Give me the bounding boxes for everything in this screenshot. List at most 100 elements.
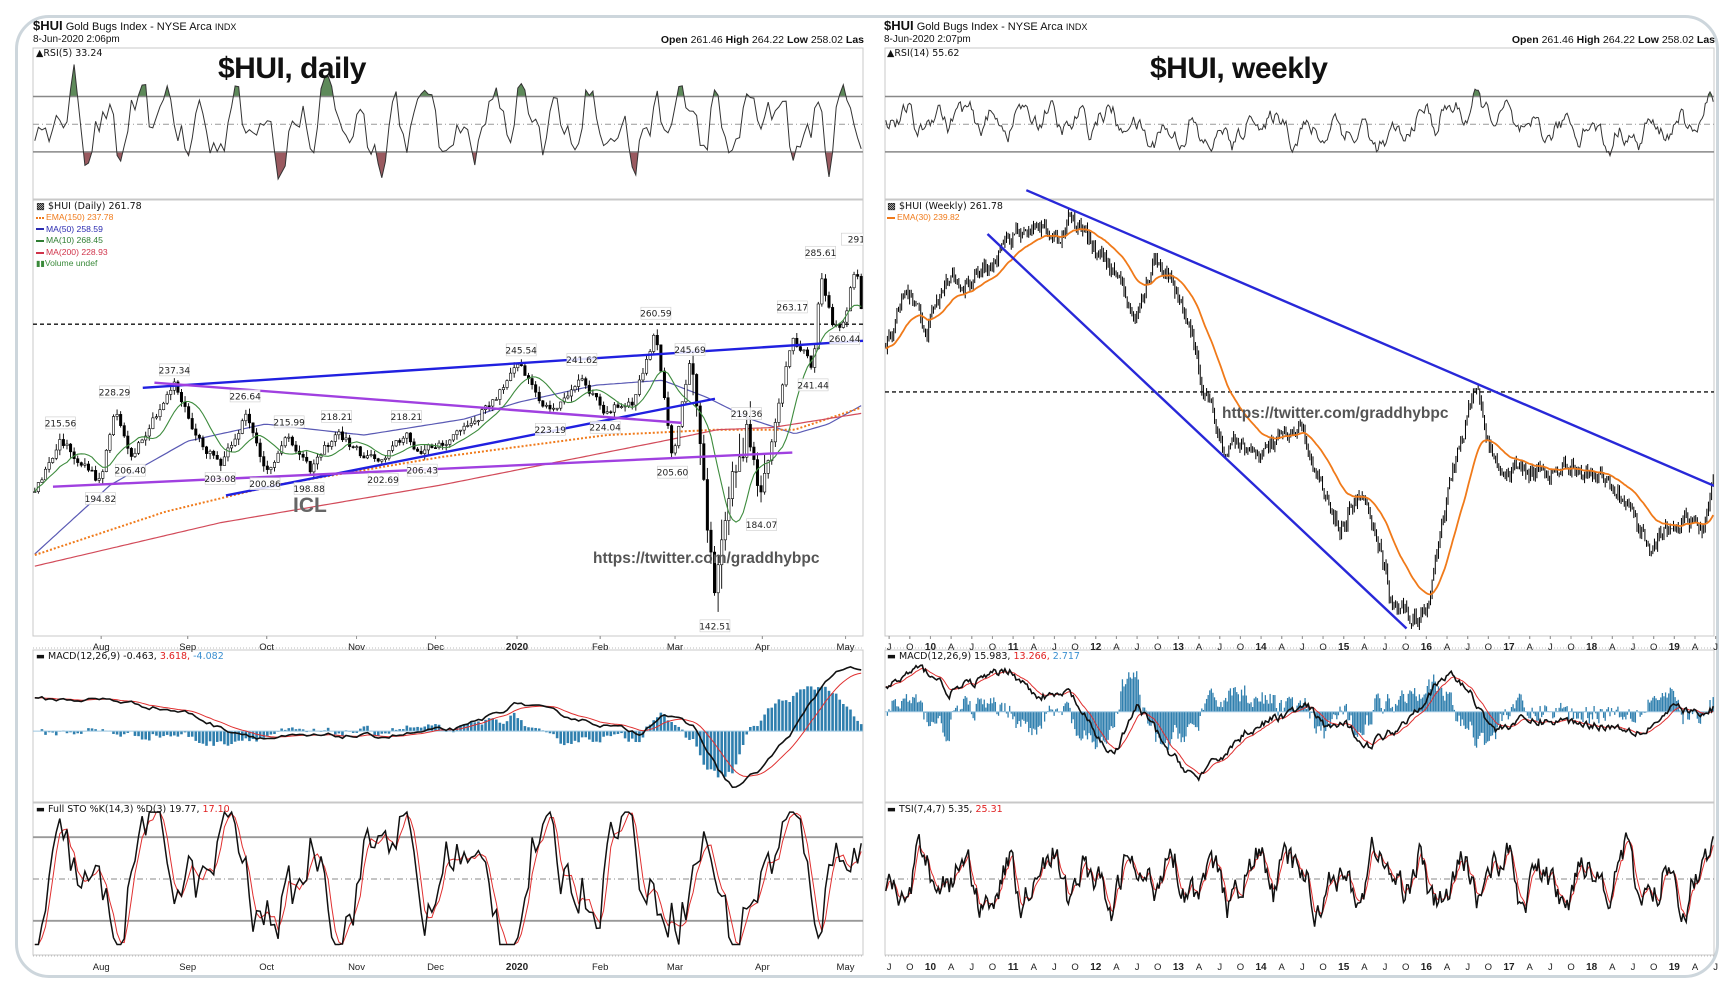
- price-label: 215.56: [45, 419, 77, 429]
- candle-body: [444, 444, 448, 446]
- price-label-box: [797, 378, 829, 392]
- candle-body: [258, 442, 262, 457]
- candle-body: [294, 444, 298, 452]
- candle-body: [641, 372, 645, 381]
- x-axis-tick-label: O: [1485, 642, 1492, 653]
- candle-body: [594, 393, 598, 398]
- price-label: 260.44: [829, 335, 861, 345]
- candle-body: [784, 366, 788, 386]
- x-axis-tick-label: J: [1052, 962, 1057, 973]
- x-axis-tick-label: J: [1135, 642, 1140, 653]
- trendline: [225, 397, 716, 497]
- chart-header-daily: $HUI Gold Bugs Index - NYSE Arca INDX: [33, 18, 236, 33]
- candle-body: [777, 402, 781, 423]
- x-axis-tick-label: A: [1444, 642, 1451, 653]
- x-axis-tick-label: 14: [1256, 962, 1268, 973]
- x-axis-tick-label: 12: [1090, 962, 1102, 973]
- price-label: 245.54: [505, 346, 537, 356]
- price-label: 218.21: [321, 413, 353, 423]
- candle-body: [65, 443, 69, 446]
- price-label: 245.69: [674, 346, 706, 356]
- x-axis-tick-label: A: [1609, 642, 1616, 653]
- x-axis-tick-label: 13: [1173, 962, 1185, 973]
- x-axis-tick-label: A: [1279, 962, 1286, 973]
- candle-body: [748, 424, 752, 448]
- price-label: 194.82: [85, 495, 117, 505]
- price-label-box: [566, 353, 598, 366]
- x-axis-tick-label: Nov: [348, 642, 365, 653]
- x-axis-tick-label: J: [969, 642, 974, 653]
- candle-body: [362, 455, 366, 459]
- price-label: 263.17: [777, 303, 809, 313]
- candle-body: [94, 470, 98, 481]
- candle-body: [734, 471, 738, 473]
- x-axis-tick-label: 17: [1503, 642, 1515, 653]
- x-axis-tick-label: Aug: [93, 962, 110, 973]
- candle-body: [455, 430, 459, 435]
- candle-body: [584, 378, 588, 386]
- x-axis-tick-label: Nov: [348, 962, 365, 973]
- x-axis-tick-label: A: [1031, 962, 1038, 973]
- candle-body: [330, 441, 334, 447]
- price-legend-text: $HUI (Weekly) 261.78: [899, 201, 1003, 212]
- candle-body: [394, 440, 398, 447]
- x-axis-tick-label: J: [1713, 642, 1718, 653]
- last-label: Las: [1696, 34, 1715, 46]
- x-axis-tick-label: 10: [925, 962, 937, 973]
- price-label: 224.04: [589, 424, 621, 434]
- candle-body: [763, 473, 767, 493]
- candle-body: [104, 449, 108, 472]
- overlay-title: $HUI, daily: [218, 52, 366, 85]
- candle-body: [759, 485, 763, 493]
- price-label-box: [829, 332, 861, 345]
- x-axis-tick-label: O: [1485, 962, 1492, 973]
- index-name: Gold Bugs Index - NYSE Arca: [916, 21, 1063, 33]
- candle-body: [226, 447, 230, 458]
- x-axis-tick-label: J: [887, 642, 892, 653]
- candle-body: [802, 349, 806, 352]
- x-axis-tick-label: 19: [1669, 642, 1681, 653]
- candle-body: [820, 278, 824, 305]
- x-axis-tick-label: O: [1237, 962, 1244, 973]
- sto-d-value: 17.10: [199, 804, 230, 815]
- candle-body: [44, 468, 48, 481]
- x-axis-tick-label: Dec: [427, 962, 444, 973]
- x-axis-tick-label: A: [1609, 962, 1616, 973]
- price-label: 241.44: [797, 381, 829, 391]
- x-axis-tick-label: 18: [1586, 642, 1598, 653]
- candle-body: [61, 439, 65, 446]
- candle-body: [187, 406, 191, 419]
- legend-volume: ▮▮Volume undef: [36, 258, 113, 270]
- candle-body: [437, 442, 441, 449]
- x-axis-tick-label: A: [1113, 642, 1120, 653]
- macd-signal-value: 13.266,: [1010, 651, 1050, 662]
- x-axis-tick-label: J: [1548, 642, 1553, 653]
- watermark: https://twitter.com/graddhybpc: [593, 550, 820, 567]
- candle-body: [369, 454, 373, 457]
- x-axis-tick-label: 2020: [506, 962, 529, 973]
- x-axis-tick-label: 12: [1090, 642, 1102, 653]
- x-axis-tick-label: 10: [925, 642, 937, 653]
- x-axis-tick-label: J: [1383, 642, 1388, 653]
- price-label: 198.88: [293, 485, 325, 495]
- candle-body: [684, 383, 688, 403]
- tsi-label: TSI(7,4,7) 5.35,: [899, 804, 973, 815]
- candle-body: [555, 407, 559, 410]
- x-axis-tick-label: J: [1465, 642, 1470, 653]
- candle-body: [577, 379, 581, 387]
- x-axis-tick-label: Sep: [179, 642, 196, 653]
- candle-body: [147, 428, 151, 437]
- candle-body: [512, 367, 516, 374]
- low-label: Low: [786, 34, 808, 46]
- x-axis-tick-label: O: [1567, 642, 1574, 653]
- trendline: [986, 233, 1408, 630]
- candle-body: [705, 479, 709, 531]
- rsi-indicator-icon: ▲: [887, 48, 895, 59]
- candle-body: [158, 409, 162, 417]
- x-axis-tick-label: Oct: [259, 962, 274, 973]
- price-label: 205.60: [657, 469, 689, 479]
- candle-body: [358, 446, 362, 457]
- candle-body: [54, 449, 58, 459]
- candle-body: [587, 384, 591, 394]
